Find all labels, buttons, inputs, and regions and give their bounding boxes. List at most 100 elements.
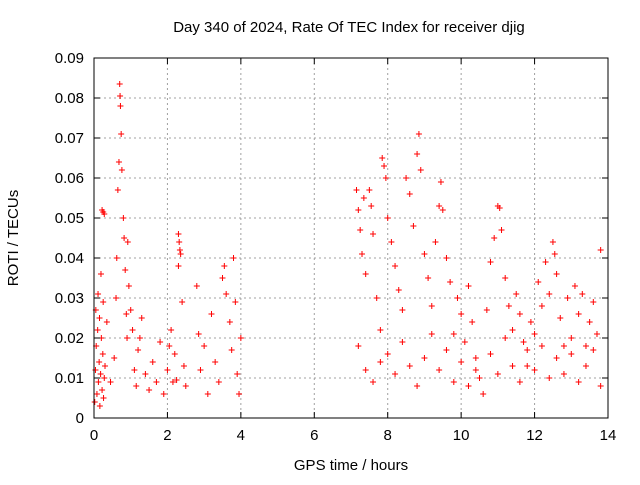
data-point [208,311,215,317]
data-point [509,363,516,369]
data-point [437,179,444,185]
data-point [175,263,182,269]
data-point [125,283,132,289]
data-point [505,303,512,309]
data-point [421,251,428,257]
data-point [368,203,375,209]
data-point [415,131,422,137]
x-tick-label: 14 [600,427,617,444]
data-point [450,379,457,385]
data-point [560,343,567,349]
data-point [100,395,107,401]
data-point [100,299,107,305]
data-point [173,377,180,383]
data-point [131,367,138,373]
data-point [516,311,523,317]
data-point [219,275,226,281]
data-point [557,315,564,321]
data-point [102,363,109,369]
data-point [381,163,388,169]
data-point [575,379,582,385]
data-point [223,291,230,297]
data-point [171,351,178,357]
data-point [443,347,450,353]
data-point [496,205,503,211]
data-point [524,363,531,369]
data-point [392,371,399,377]
data-point [487,351,494,357]
x-tick-label: 10 [453,427,470,444]
data-point [360,195,367,201]
y-tick-label: 0.06 [55,170,84,187]
data-point [443,255,450,261]
data-point [353,187,360,193]
x-axis-label: GPS time / hours [294,457,408,474]
y-tick-label: 0.05 [55,210,84,227]
data-point [560,371,567,377]
data-point [388,239,395,245]
data-point [428,303,435,309]
data-point [103,319,110,325]
data-point [212,359,219,365]
data-point [124,239,131,245]
data-point [197,367,204,373]
data-point [392,263,399,269]
data-point [129,327,136,333]
data-point [524,347,531,353]
data-point [113,295,120,301]
x-tick-label: 2 [163,427,171,444]
data-point [436,203,443,209]
data-point [377,327,384,333]
data-point [97,371,104,377]
chart-title: Day 340 of 2024, Rate Of TEC Index for r… [173,19,525,36]
data-point [590,299,597,305]
data-point [480,391,487,397]
data-point [359,251,366,257]
data-point [237,335,244,341]
data-point [124,335,131,341]
data-point [99,351,106,357]
data-point [549,239,556,245]
data-point [94,327,101,333]
data-point [432,239,439,245]
data-point [491,235,498,241]
plot-frame [93,57,609,419]
data-point [502,275,509,281]
data-point [101,375,108,381]
data-point [546,375,553,381]
data-point [403,175,410,181]
data-point [193,283,200,289]
data-point [384,215,391,221]
data-point [450,331,457,337]
y-axis-label: ROTI / TECUs [5,190,22,286]
data-point [439,207,446,213]
data-point [182,383,189,389]
x-tick-label: 4 [237,427,245,444]
data-point [160,391,167,397]
data-point [232,299,239,305]
data-point [166,343,173,349]
data-point [133,383,140,389]
data-point [472,367,479,373]
data-point [366,187,373,193]
data-point [370,379,377,385]
y-tick-label: 0.03 [55,290,84,307]
data-point [142,371,149,377]
data-point [149,359,156,365]
data-point [564,295,571,301]
data-point [118,131,125,137]
data-point [472,355,479,361]
data-point [127,307,134,313]
data-point [138,315,145,321]
data-point [146,387,153,393]
data-point [447,279,454,285]
data-point [465,383,472,389]
data-point [357,227,364,233]
data-point [236,391,243,397]
data-point [230,255,237,261]
y-tick-label: 0.04 [55,250,84,267]
data-point [458,359,465,365]
y-tick-label: 0.08 [55,90,84,107]
data-point [571,283,578,289]
